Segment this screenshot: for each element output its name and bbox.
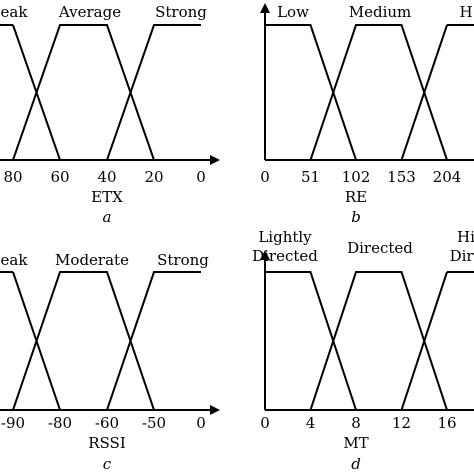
- caption: b: [351, 208, 361, 226]
- x-axis-title: MT: [343, 434, 368, 452]
- membership-line: [265, 271, 448, 411]
- x-tick-label: 16: [437, 414, 456, 432]
- membership-line: [13, 24, 201, 161]
- x-tick-label: 51: [301, 168, 320, 186]
- x-tick-label: 204: [433, 168, 462, 186]
- membership-line: [12, 24, 201, 161]
- axis-arrow: [260, 3, 270, 13]
- legend-label: Moderate: [55, 251, 129, 269]
- membership-line: [12, 271, 201, 411]
- x-tick-label: 80: [3, 168, 22, 186]
- x-tick-label: 0: [260, 168, 270, 186]
- x-axis-title: RSSI: [88, 434, 126, 452]
- membership-line: [265, 271, 448, 411]
- x-tick-label: -90: [1, 414, 25, 432]
- caption: a: [103, 208, 112, 226]
- x-tick-label: 0: [260, 414, 270, 432]
- axis-arrow: [260, 250, 270, 260]
- legend-label: Low: [277, 3, 309, 21]
- x-tick-label: -50: [142, 414, 166, 432]
- legend-label: Strong: [157, 251, 209, 269]
- x-tick-label: 8: [351, 414, 361, 432]
- membership-line: [265, 24, 448, 161]
- membership-line: [265, 271, 447, 411]
- caption: d: [351, 455, 361, 473]
- legend-label: Hi Dire: [449, 228, 474, 265]
- x-tick-label: 12: [392, 414, 411, 432]
- x-tick-label: 153: [387, 168, 416, 186]
- legend-label: eak: [0, 251, 28, 269]
- x-tick-label: 40: [97, 168, 116, 186]
- x-tick-label: 102: [342, 168, 371, 186]
- x-tick-label: -60: [95, 414, 119, 432]
- x-tick-label: 4: [306, 414, 316, 432]
- caption: c: [103, 455, 112, 473]
- membership-line: [265, 24, 448, 161]
- legend-label: Directed: [347, 239, 413, 257]
- x-axis-title: RE: [345, 188, 367, 206]
- legend-label: Medium: [348, 3, 412, 21]
- membership-line: [265, 24, 447, 161]
- membership-line: [12, 24, 201, 161]
- axis-arrow: [210, 405, 220, 415]
- membership-line: [12, 271, 201, 411]
- legend-label: Average: [58, 3, 122, 21]
- x-axis-title: ETX: [91, 188, 123, 206]
- x-tick-label: 0: [196, 414, 206, 432]
- x-tick-label: -80: [48, 414, 72, 432]
- legend-label: eak: [0, 3, 28, 21]
- axis-arrow: [210, 155, 220, 165]
- x-tick-label: 0: [196, 168, 206, 186]
- legend-label: Strong: [155, 3, 207, 21]
- membership-line: [13, 271, 201, 411]
- legend-label: Lightly Directed: [252, 228, 318, 265]
- x-tick-label: 20: [144, 168, 163, 186]
- legend-label: H: [459, 3, 473, 21]
- x-tick-label: 60: [50, 168, 69, 186]
